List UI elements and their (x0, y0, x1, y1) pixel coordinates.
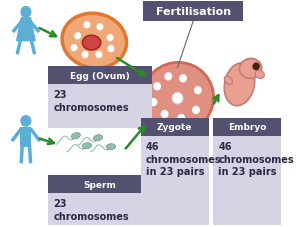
Ellipse shape (93, 135, 102, 141)
Circle shape (174, 95, 181, 102)
Circle shape (178, 115, 185, 122)
Circle shape (193, 107, 199, 114)
Circle shape (172, 93, 183, 105)
Ellipse shape (82, 143, 92, 149)
Circle shape (96, 52, 102, 58)
Ellipse shape (255, 71, 264, 79)
FancyBboxPatch shape (48, 176, 152, 193)
Ellipse shape (71, 133, 80, 139)
Circle shape (82, 52, 88, 58)
Text: Zygote: Zygote (157, 123, 192, 132)
Text: 23
chromosomes: 23 chromosomes (54, 198, 129, 221)
FancyBboxPatch shape (213, 136, 281, 225)
FancyBboxPatch shape (48, 193, 152, 227)
Ellipse shape (82, 36, 101, 51)
FancyBboxPatch shape (140, 118, 209, 136)
Circle shape (107, 36, 113, 42)
Text: Sperm: Sperm (83, 180, 116, 189)
FancyBboxPatch shape (48, 67, 152, 85)
Circle shape (20, 7, 31, 19)
Circle shape (161, 111, 168, 118)
Ellipse shape (62, 14, 126, 69)
Circle shape (150, 99, 157, 106)
Text: 46
chromosomes
in 23 pairs: 46 chromosomes in 23 pairs (146, 141, 222, 177)
FancyBboxPatch shape (48, 85, 152, 128)
Circle shape (252, 63, 260, 71)
Text: Embryo: Embryo (228, 123, 266, 132)
Text: 23
chromosomes: 23 chromosomes (54, 90, 129, 113)
FancyBboxPatch shape (140, 136, 209, 225)
Ellipse shape (106, 144, 116, 150)
Circle shape (195, 87, 201, 94)
Ellipse shape (142, 63, 213, 134)
Text: Fertilisation: Fertilisation (156, 7, 231, 17)
Polygon shape (17, 19, 35, 42)
Circle shape (108, 46, 114, 52)
Circle shape (71, 45, 77, 51)
Ellipse shape (224, 77, 233, 85)
Circle shape (75, 34, 81, 39)
FancyBboxPatch shape (20, 127, 31, 147)
FancyBboxPatch shape (143, 2, 243, 22)
Ellipse shape (240, 59, 262, 79)
Circle shape (180, 76, 186, 82)
Text: Egg (Ovum): Egg (Ovum) (70, 72, 130, 80)
Circle shape (154, 83, 161, 90)
FancyBboxPatch shape (213, 118, 281, 136)
Circle shape (84, 23, 90, 29)
Ellipse shape (224, 64, 255, 106)
Circle shape (20, 116, 31, 127)
Circle shape (97, 25, 103, 31)
Circle shape (165, 74, 171, 80)
Text: 46
chromosomes
in 23 pairs: 46 chromosomes in 23 pairs (218, 141, 294, 177)
